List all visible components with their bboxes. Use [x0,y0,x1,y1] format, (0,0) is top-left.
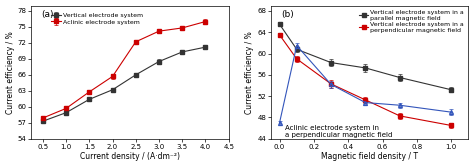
Text: (b): (b) [281,10,293,19]
X-axis label: Current density / (A·dm⁻²): Current density / (A·dm⁻²) [80,152,180,161]
Text: (a): (a) [41,10,54,19]
X-axis label: Magnetic field density / T: Magnetic field density / T [321,152,418,161]
Y-axis label: Current efficiency / %: Current efficiency / % [246,31,255,114]
Text: Aclinic electrode system in
a perpendicular magnetic field: Aclinic electrode system in a perpendicu… [285,125,392,138]
Legend: Vertical electrode system, Aclinic electrode system: Vertical electrode system, Aclinic elect… [50,11,144,26]
Legend: Vertical electrode system in a
parallel magnetic field, Vertical electrode syste: Vertical electrode system in a parallel … [358,9,465,34]
Y-axis label: Current efficiency / %: Current efficiency / % [6,31,15,114]
